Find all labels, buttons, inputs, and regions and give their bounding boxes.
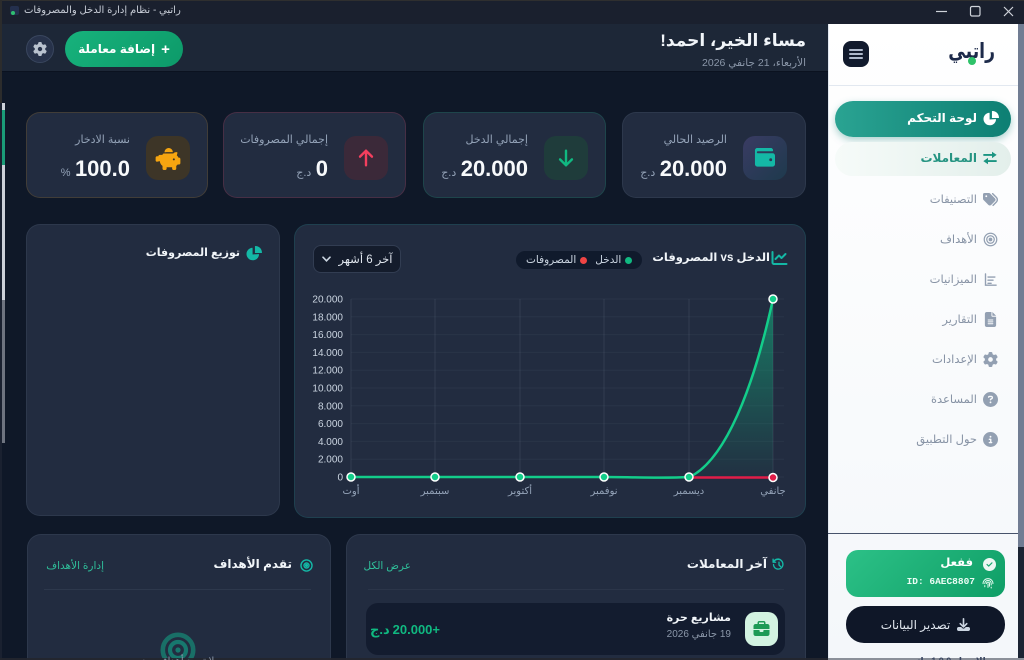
svg-text:سبتمبر: سبتمبر <box>420 486 450 497</box>
svg-text:4.000: 4.000 <box>318 437 343 448</box>
svg-text:16.000: 16.000 <box>312 330 343 341</box>
svg-text:6.000: 6.000 <box>318 419 343 430</box>
svg-text:أوت: أوت <box>342 484 359 497</box>
svg-text:2.000: 2.000 <box>318 455 343 466</box>
svg-text:جانفي: جانفي <box>760 486 785 497</box>
svg-text:12.000: 12.000 <box>312 366 343 377</box>
svg-text:20.000: 20.000 <box>312 295 343 306</box>
svg-text:10.000: 10.000 <box>312 384 343 395</box>
svg-text:8.000: 8.000 <box>318 401 343 412</box>
svg-text:18.000: 18.000 <box>312 312 343 323</box>
svg-text:ديسمبر: ديسمبر <box>673 486 704 497</box>
svg-text:14.000: 14.000 <box>312 348 343 359</box>
svg-text:نوفمبر: نوفمبر <box>589 486 617 497</box>
svg-text:0: 0 <box>337 473 343 484</box>
svg-text:أكتوبر: أكتوبر <box>507 484 532 497</box>
